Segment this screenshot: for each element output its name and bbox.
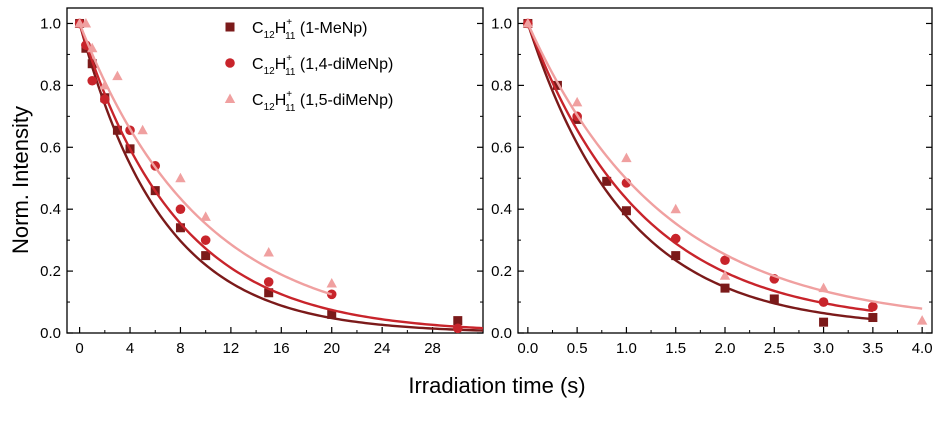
fit-curve-1 [526, 23, 873, 321]
y-tick-label: 1.0 [40, 15, 61, 32]
x-tick-label: 16 [273, 340, 290, 357]
data-point [175, 223, 185, 233]
y-tick-label: 1.0 [491, 15, 512, 32]
data-point [175, 172, 186, 183]
y-axis-title: Norm. Intensity [8, 106, 33, 254]
y-tick-label: 0.8 [40, 77, 61, 94]
x-tick-label: 4.0 [912, 340, 933, 357]
legend-label: C12H+ 11 (1,4-diMeNp) [252, 53, 393, 78]
x-tick-label: 2.5 [764, 340, 785, 357]
legend: C12H+ 11 (1-MeNp) C12H+ 11 (1,4-diMeNp) C12H… [224, 17, 393, 114]
x-axis-title: Irradiation time (s) [408, 373, 585, 398]
y-tick-label: 0.2 [491, 263, 512, 280]
legend-entry-3: C12H+ 11 (1,5-diMeNp) [224, 89, 393, 114]
data-point [819, 317, 829, 327]
data-point [868, 313, 878, 323]
data-point [112, 70, 123, 81]
y-tick-label: 0.4 [40, 201, 61, 218]
data-point [99, 79, 111, 90]
data-point [602, 176, 612, 186]
x-tick-label: 2.0 [715, 340, 736, 357]
data-point [137, 124, 148, 135]
plot-frame [66, 7, 484, 334]
legend-label: C12H+ 11 (1,5-diMeNp) [252, 89, 393, 114]
data-point [818, 282, 829, 293]
fit-curve-3 [78, 23, 333, 296]
data-point [175, 204, 186, 214]
data-point [80, 17, 92, 28]
y-tick-label: 0.6 [491, 139, 512, 156]
x-tick-label: 0.0 [517, 340, 538, 357]
data-point [200, 235, 211, 245]
x-tick-label: 8 [176, 340, 184, 357]
data-point [670, 233, 681, 244]
x-tick-label: 20 [323, 340, 340, 357]
x-tick-label: 1.5 [665, 340, 686, 357]
data-point [87, 75, 98, 86]
legend-label: C12H+ 11 (1-MeNp) [252, 17, 368, 42]
data-point [719, 270, 731, 280]
data-point [670, 203, 681, 214]
data-point [112, 125, 122, 135]
data-point [818, 297, 829, 307]
legend-marker [225, 58, 235, 68]
data-point [916, 315, 928, 325]
data-point [264, 288, 274, 298]
data-point [621, 152, 632, 163]
legend-marker [224, 93, 236, 103]
legend-marker [225, 22, 235, 32]
data-point [552, 80, 562, 90]
data-point [87, 42, 98, 53]
series-2 [523, 18, 878, 313]
x-tick-label: 1.0 [616, 340, 637, 357]
x-tick-label: 0.5 [567, 340, 588, 357]
fit-curve-3 [526, 22, 923, 310]
legend-entry-1: C12H+ 11 (1-MeNp) [225, 17, 368, 42]
data-point [769, 294, 779, 304]
x-tick-label: 4 [126, 340, 134, 357]
data-point [868, 301, 878, 312]
x-tick-label: 3.0 [813, 340, 834, 357]
series-3 [522, 17, 928, 325]
series-3 [74, 17, 337, 296]
data-point [671, 251, 681, 261]
data-point [263, 247, 274, 257]
data-point [720, 255, 730, 266]
x-tick-label: 0 [75, 340, 83, 357]
data-point [263, 277, 274, 287]
right-panel: 0.0 0.5 1.0 1.5 2.0 2.5 3.0 3.5 4.0 0.0 0.2 0.4 0.6 0… [491, 7, 933, 357]
fit-curve-2 [526, 23, 874, 313]
data-point [327, 309, 337, 319]
data-point [201, 251, 211, 261]
series-1 [523, 18, 878, 327]
data-point [452, 323, 463, 334]
data-point [453, 316, 463, 326]
x-tick-label: 3.5 [862, 340, 883, 357]
left-panel: 0 4 8 12 16 20 24 28 0.0 0.2 0.4 0.6 0.8 1.0 [40, 7, 484, 357]
legend-entry-2: C12H+ 11 (1,4-diMeNp) [225, 53, 393, 78]
y-tick-label: 0.6 [40, 139, 61, 156]
data-point [100, 94, 110, 105]
y-tick-label: 0.0 [491, 325, 512, 342]
data-point [621, 206, 631, 216]
y-tick-label: 0.8 [491, 77, 512, 94]
y-tick-label: 0.4 [491, 201, 512, 218]
data-point [522, 17, 534, 28]
fit-curve-1 [78, 23, 483, 332]
data-point [326, 277, 337, 288]
data-point [571, 96, 583, 107]
y-tick-label: 0.2 [40, 263, 61, 280]
data-point [720, 283, 730, 293]
y-tick-label: 0.0 [40, 325, 61, 342]
x-tick-label: 24 [374, 340, 391, 357]
data-point [200, 211, 211, 221]
fit-curve-2 [78, 23, 483, 330]
x-tick-label: 28 [424, 340, 441, 357]
x-tick-label: 12 [223, 340, 240, 357]
